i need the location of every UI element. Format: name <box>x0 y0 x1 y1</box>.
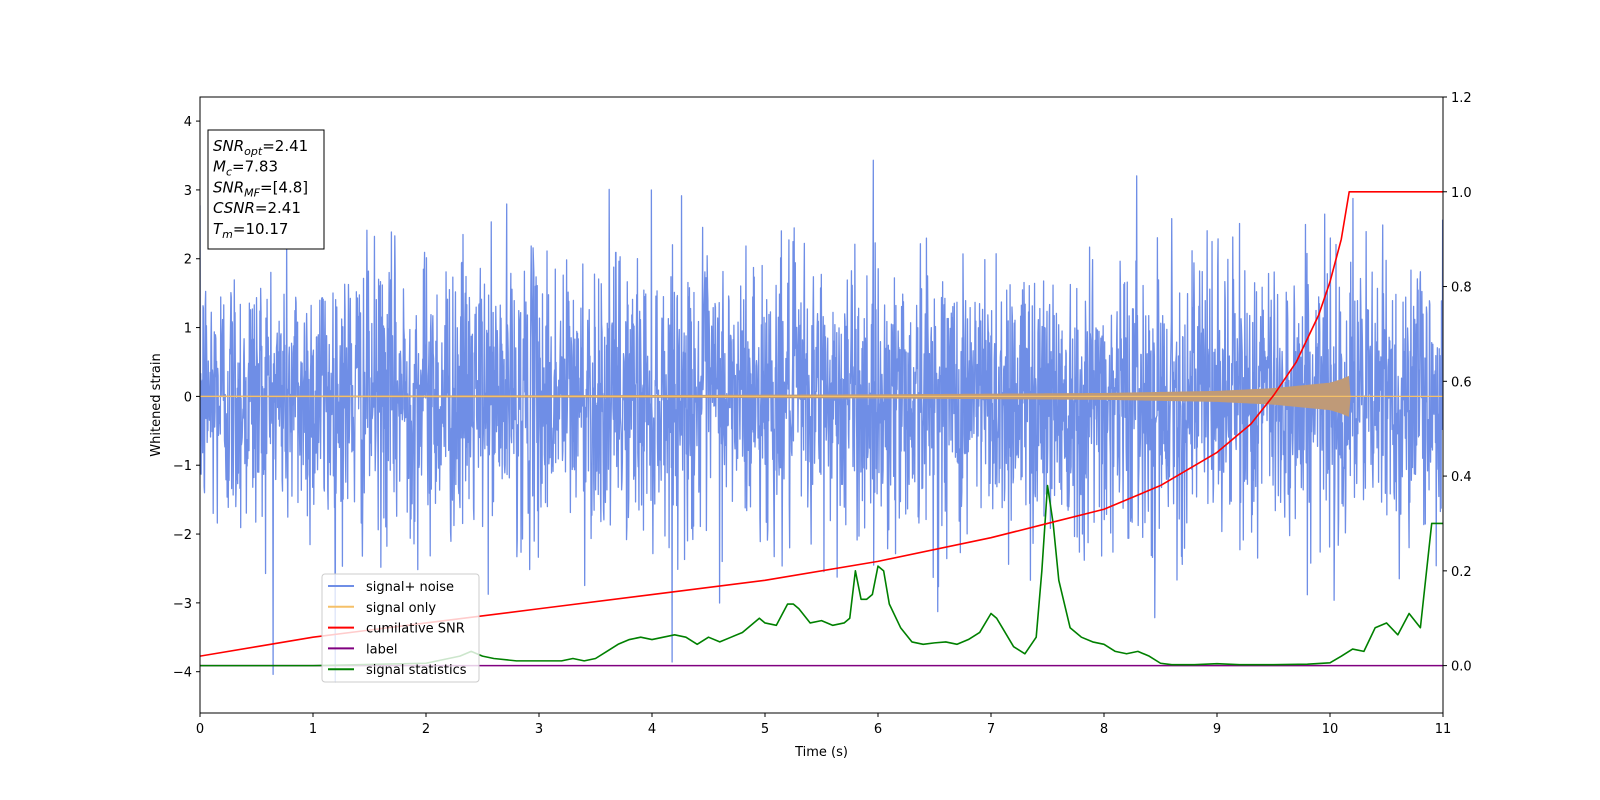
legend-frame <box>321 573 480 683</box>
x-tick-label: 8 <box>1100 722 1108 737</box>
plot-frame <box>199 96 1444 714</box>
y-tick-label: 2 <box>184 253 192 268</box>
annotation-snrmf: SNRMF=[4.8] <box>213 178 308 199</box>
y-axis-label: Whitened strain <box>149 353 164 456</box>
y-tick-label: −2 <box>173 528 192 543</box>
legend-label: signal only <box>366 601 436 616</box>
legend: signal+ noise signal only cumilative SNR la… <box>321 573 480 683</box>
x-tick-label: 10 <box>1322 722 1339 737</box>
y-tick-label: 3 <box>184 184 192 199</box>
y-right-tick-label: 0.2 <box>1451 565 1472 580</box>
y-tick-label: −1 <box>173 459 192 474</box>
y-tick-label: 1 <box>184 322 192 337</box>
x-tick-label: 7 <box>987 722 995 737</box>
legend-label: cumilative SNR <box>366 622 465 637</box>
x-tick-label: 5 <box>761 722 769 737</box>
annotation-tm: Tm=10.17 <box>213 220 288 241</box>
axes: 0 1 2 3 4 5 6 7 8 9 10 11 −4 −3 −2 −1 0 1 2 3 4 0.0 0.2 0.4 0.6 0… <box>173 91 1472 737</box>
x-tick-label: 4 <box>648 722 656 737</box>
series-cumulative-snr-line <box>200 190 1443 657</box>
annotation-snropt: SNRopt=2.41 <box>213 137 308 158</box>
y-right-tick-label: 1.0 <box>1451 186 1472 201</box>
x-tick-label: 3 <box>535 722 543 737</box>
y-right-tick-label: 0.0 <box>1451 660 1472 675</box>
y-tick-label: 0 <box>184 390 192 405</box>
y-tick-label: −4 <box>173 666 192 681</box>
annotation-csnr: CSNR=2.41 <box>213 199 301 217</box>
legend-label: label <box>366 642 397 657</box>
series-signal-statistics-line <box>200 484 1443 667</box>
x-tick-label: 6 <box>874 722 882 737</box>
x-tick-label: 11 <box>1435 722 1452 737</box>
y-tick-label: −3 <box>173 597 192 612</box>
annotation-mc: Mc=7.83 <box>213 158 278 179</box>
y-tick-label: 4 <box>184 115 192 130</box>
y-right-tick-label: 0.4 <box>1451 470 1472 485</box>
y-right-tick-label: 1.2 <box>1451 91 1472 106</box>
y-right-tick-label: 0.8 <box>1451 281 1472 296</box>
series-signal-noise-line <box>200 159 1443 683</box>
x-axis-label: Time (s) <box>794 745 848 760</box>
x-tick-label: 0 <box>196 722 204 737</box>
annotation-box-frame <box>207 129 325 250</box>
legend-label: signal statistics <box>366 663 467 678</box>
legend-label: signal+ noise <box>366 580 454 595</box>
x-tick-label: 1 <box>309 722 317 737</box>
x-tick-label: 2 <box>422 722 430 737</box>
x-tick-label: 9 <box>1213 722 1221 737</box>
y-right-tick-label: 0.6 <box>1451 375 1472 390</box>
